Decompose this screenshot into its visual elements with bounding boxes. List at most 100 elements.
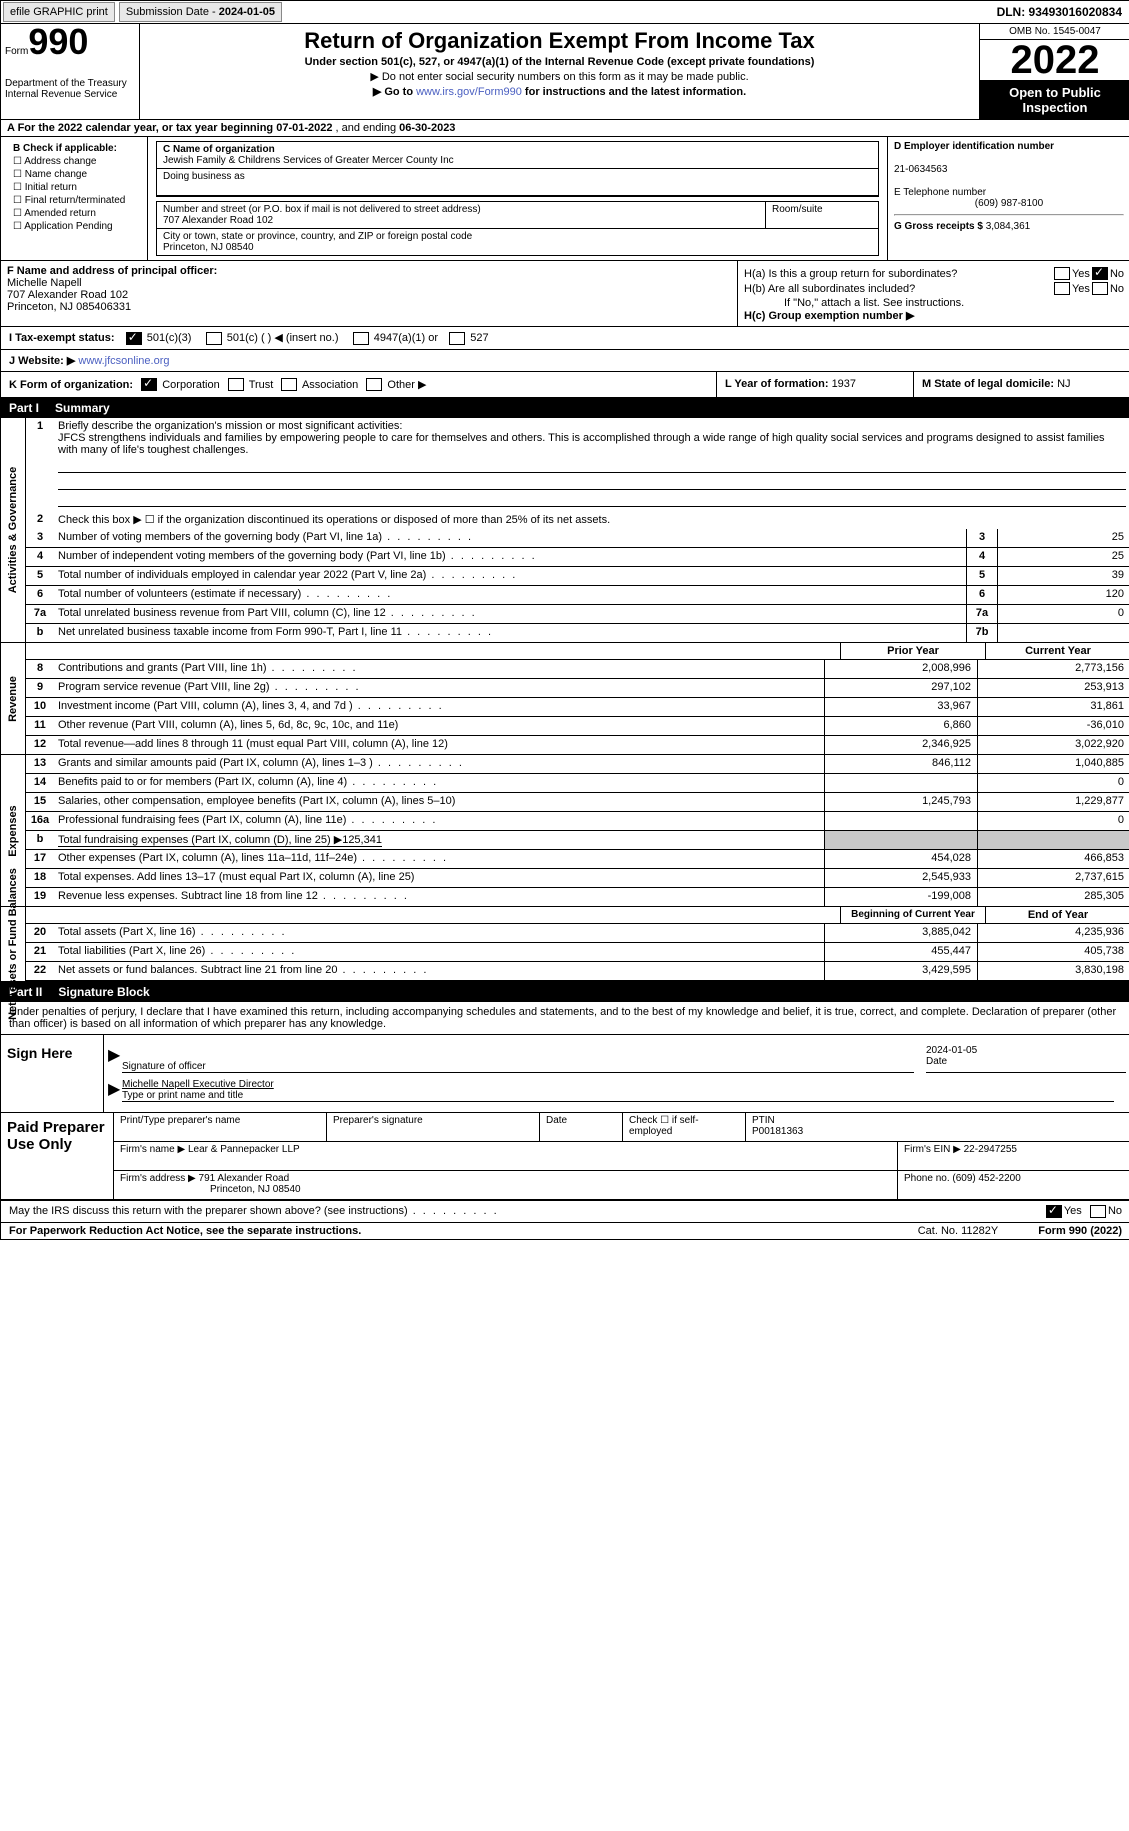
n4: 4 bbox=[26, 548, 54, 566]
discuss-yes[interactable] bbox=[1046, 1205, 1062, 1218]
signature-field[interactable]: Signature of officer bbox=[122, 1045, 914, 1073]
row-i-tax-status: I Tax-exempt status: 501(c)(3) 501(c) ( … bbox=[1, 327, 1129, 350]
row-a-tax-year: A For the 2022 calendar year, or tax yea… bbox=[1, 120, 1129, 137]
footer: For Paperwork Reduction Act Notice, see … bbox=[1, 1223, 1129, 1239]
firm-phone: Phone no. (609) 452-2200 bbox=[898, 1171, 1129, 1199]
open-inspection: Open to Public Inspection bbox=[980, 81, 1129, 119]
side-net: Net Assets or Fund Balances bbox=[1, 907, 26, 981]
n17: 17 bbox=[26, 850, 54, 868]
hb-yes[interactable] bbox=[1054, 282, 1070, 295]
p15: 1,245,793 bbox=[824, 793, 978, 811]
hb-note: If "No," attach a list. See instructions… bbox=[744, 297, 1124, 309]
cb-other[interactable] bbox=[366, 378, 382, 391]
cb-app-pending[interactable]: ☐ Application Pending bbox=[13, 221, 143, 232]
d10: Investment income (Part VIII, column (A)… bbox=[54, 698, 824, 716]
section-c-org: C Name of organization Jewish Family & C… bbox=[148, 137, 888, 260]
v7a: 0 bbox=[998, 605, 1129, 623]
line-1-num: 1 bbox=[26, 418, 54, 511]
gross-label: G Gross receipts $ bbox=[894, 221, 986, 232]
d16a: Professional fundraising fees (Part IX, … bbox=[54, 812, 824, 830]
side-revenue: Revenue bbox=[1, 643, 26, 755]
d3: Number of voting members of the governin… bbox=[54, 529, 966, 547]
p11: 6,860 bbox=[824, 717, 978, 735]
submission-date-button[interactable]: Submission Date - 2024-01-05 bbox=[119, 2, 282, 22]
prep-self-emp[interactable]: Check ☐ if self-employed bbox=[623, 1113, 746, 1141]
v6: 120 bbox=[998, 586, 1129, 604]
c18: 2,737,615 bbox=[978, 869, 1129, 887]
firm-addr: Firm's address ▶ 791 Alexander RoadPrinc… bbox=[114, 1171, 898, 1199]
row-l: L Year of formation: 1937 bbox=[717, 372, 914, 398]
rn7b: 7b bbox=[966, 624, 998, 642]
cb-4947[interactable] bbox=[353, 332, 369, 345]
v7b bbox=[998, 624, 1129, 642]
form-number: 990 bbox=[28, 21, 88, 62]
v3: 25 bbox=[998, 529, 1129, 547]
d19: Revenue less expenses. Subtract line 18 … bbox=[54, 888, 824, 906]
d8: Contributions and grants (Part VIII, lin… bbox=[54, 660, 824, 678]
cb-amended-return[interactable]: ☐ Amended return bbox=[13, 208, 143, 219]
efile-print-button[interactable]: efile GRAPHIC print bbox=[3, 2, 115, 22]
d7a: Total unrelated business revenue from Pa… bbox=[54, 605, 966, 623]
p8: 2,008,996 bbox=[824, 660, 978, 678]
d20: Total assets (Part X, line 16) bbox=[54, 924, 824, 942]
n20: 20 bbox=[26, 924, 54, 942]
p14 bbox=[824, 774, 978, 792]
hc-curr: Current Year bbox=[985, 643, 1129, 659]
rn3: 3 bbox=[966, 529, 998, 547]
hc-begin: Beginning of Current Year bbox=[840, 907, 985, 923]
org-name: Jewish Family & Childrens Services of Gr… bbox=[163, 155, 872, 166]
v4: 25 bbox=[998, 548, 1129, 566]
city-value: Princeton, NJ 08540 bbox=[163, 242, 872, 253]
hb-no[interactable] bbox=[1092, 282, 1108, 295]
side-activities: Activities & Governance bbox=[1, 418, 26, 643]
note-2: ▶ Go to www.irs.gov/Form990 for instruct… bbox=[146, 85, 973, 98]
c13: 1,040,885 bbox=[978, 755, 1129, 773]
c21: 405,738 bbox=[978, 943, 1129, 961]
dba-label: Doing business as bbox=[163, 171, 872, 182]
section-d-e-g: D Employer identification number 21-0634… bbox=[888, 137, 1129, 260]
room-label: Room/suite bbox=[765, 202, 878, 228]
cb-address-change[interactable]: ☐ Address change bbox=[13, 156, 143, 167]
cb-assoc[interactable] bbox=[281, 378, 297, 391]
d17: Other expenses (Part IX, column (A), lin… bbox=[54, 850, 824, 868]
cb-trust[interactable] bbox=[228, 378, 244, 391]
row-k-form-org: K Form of organization: Corporation Trus… bbox=[1, 372, 717, 398]
prep-sig-label: Preparer's signature bbox=[327, 1113, 540, 1141]
p20: 3,885,042 bbox=[824, 924, 978, 942]
form-title: Return of Organization Exempt From Incom… bbox=[146, 28, 973, 54]
cb-527[interactable] bbox=[449, 332, 465, 345]
firm-ein: Firm's EIN ▶ 22-2947255 bbox=[898, 1142, 1129, 1170]
d11: Other revenue (Part VIII, column (A), li… bbox=[54, 717, 824, 735]
n9: 9 bbox=[26, 679, 54, 697]
gross-value: 3,084,361 bbox=[986, 221, 1031, 232]
cb-final-return[interactable]: ☐ Final return/terminated bbox=[13, 195, 143, 206]
addr-label: Number and street (or P.O. box if mail i… bbox=[163, 204, 759, 215]
c9: 253,913 bbox=[978, 679, 1129, 697]
ha-yes[interactable] bbox=[1054, 267, 1070, 280]
website-link[interactable]: www.jfcsonline.org bbox=[78, 355, 169, 367]
p19: -199,008 bbox=[824, 888, 978, 906]
discuss-no[interactable] bbox=[1090, 1205, 1106, 1218]
n16b: b bbox=[26, 831, 54, 849]
cb-corp[interactable] bbox=[141, 378, 157, 391]
cb-501c3[interactable] bbox=[126, 332, 142, 345]
c16b bbox=[978, 831, 1129, 849]
tel-value: (609) 987-8100 bbox=[894, 198, 1124, 209]
n7b: b bbox=[26, 624, 54, 642]
cb-name-change[interactable]: ☐ Name change bbox=[13, 169, 143, 180]
cb-501c[interactable] bbox=[206, 332, 222, 345]
form-subtitle: Under section 501(c), 527, or 4947(a)(1)… bbox=[146, 56, 973, 68]
irs-link[interactable]: www.irs.gov/Form990 bbox=[416, 86, 522, 98]
ha-no[interactable] bbox=[1092, 267, 1108, 280]
form-header: Form990 Department of the Treasury Inter… bbox=[1, 24, 1129, 120]
p16a bbox=[824, 812, 978, 830]
rn4: 4 bbox=[966, 548, 998, 566]
cb-initial-return[interactable]: ☐ Initial return bbox=[13, 182, 143, 193]
n15: 15 bbox=[26, 793, 54, 811]
p10: 33,967 bbox=[824, 698, 978, 716]
c20: 4,235,936 bbox=[978, 924, 1129, 942]
n22: 22 bbox=[26, 962, 54, 980]
d6: Total number of volunteers (estimate if … bbox=[54, 586, 966, 604]
n3: 3 bbox=[26, 529, 54, 547]
d5: Total number of individuals employed in … bbox=[54, 567, 966, 585]
